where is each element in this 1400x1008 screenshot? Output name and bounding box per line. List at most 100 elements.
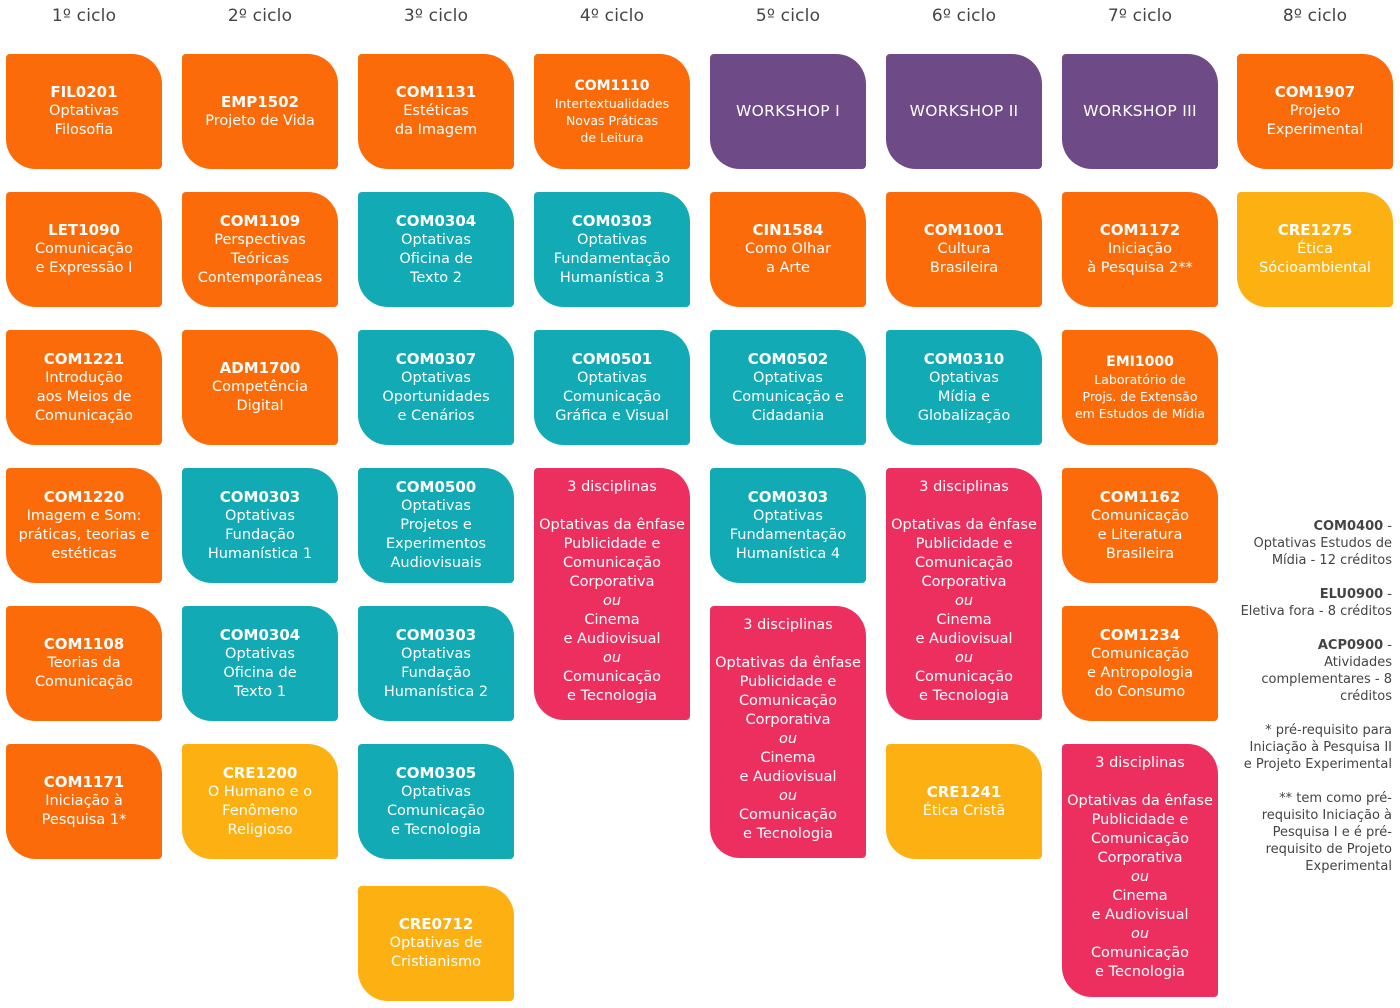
course-title-line: Comunicação e bbox=[732, 388, 844, 405]
course-card[interactable]: COM0502 Optativas Comunicação e Cidadania bbox=[710, 330, 866, 445]
course-title-line: WORKSHOP II bbox=[909, 102, 1019, 120]
course-title-line: Optativas bbox=[49, 103, 119, 119]
course-title-line: Optativas da ênfase bbox=[1067, 793, 1213, 809]
course-card[interactable]: COM1221 Introdução aos Meios de Comunicação bbox=[6, 330, 162, 445]
course-title-line: Corporativa bbox=[1097, 850, 1183, 866]
course-title-line: Optativas bbox=[929, 369, 999, 386]
course-card[interactable]: COM1109 Perspectivas Teóricas Contemporânea… bbox=[182, 192, 338, 307]
elective-group-card[interactable]: 3 disciplinas Optativas da ênfase Publicid… bbox=[710, 606, 866, 858]
course-title-line: Publicidade e bbox=[915, 536, 1013, 552]
legend-note: COM0400 - Optativas Estudos de Mídia - 1… bbox=[1253, 519, 1392, 568]
course-card[interactable]: COM1108 Teorias da Comunicação bbox=[6, 606, 162, 721]
course-card[interactable]: COM1907 Projeto Experimental bbox=[1237, 54, 1393, 169]
course-card[interactable]: CRE1241 Ética Cristã bbox=[886, 744, 1042, 859]
course-card[interactable]: COM0307 Optativas Oportunidades e Cenários bbox=[358, 330, 514, 445]
course-card[interactable]: COM0305 Optativas Comunicação e Tecnologia bbox=[358, 744, 514, 859]
course-title-line: Comunicação bbox=[562, 669, 662, 685]
course-title-line: Como Olhar bbox=[744, 241, 832, 257]
course-card[interactable]: COM0304 Optativas Oficina de Texto 2 bbox=[358, 192, 514, 307]
cycle-column-1: 1º ciclo FIL0201 Optativas Filosofia LET1090… bbox=[6, 0, 162, 1008]
group-heading: 3 disciplinas bbox=[743, 617, 833, 633]
course-title-line: ou bbox=[1130, 869, 1150, 885]
course-card[interactable]: COM1220 Imagem e Som: práticas, teorias e e… bbox=[6, 468, 162, 583]
course-card[interactable]: CRE1275 Ética Sócioambiental bbox=[1237, 192, 1393, 307]
workshop-card[interactable]: WORKSHOP III bbox=[1062, 54, 1218, 169]
course-title-line: Religioso bbox=[227, 821, 293, 838]
course-card[interactable]: CRE1200 O Humano e o Fenômeno Religioso bbox=[182, 744, 338, 859]
course-card[interactable]: COM1162 Comunicação e Literatura Brasileira bbox=[1062, 468, 1218, 583]
course-card[interactable]: FIL0201 Optativas Filosofia bbox=[6, 54, 162, 169]
elective-group-card[interactable]: 3 disciplinas Optativas da ênfase Publicid… bbox=[1062, 744, 1218, 997]
course-title-line: Estéticas bbox=[403, 103, 469, 119]
course-title-line: Comunicação bbox=[34, 241, 134, 257]
workshop-card[interactable]: WORKSHOP I bbox=[710, 54, 866, 169]
course-card[interactable]: COM0303 Optativas Fundamentação Humanística… bbox=[534, 192, 690, 307]
course-card[interactable]: COM1234 Comunicação e Antropologia do Consu… bbox=[1062, 606, 1218, 721]
course-card[interactable]: ADM1700 Competência Digital bbox=[182, 330, 338, 445]
group-heading: 3 disciplinas bbox=[919, 479, 1009, 495]
course-title-line: Humanística 1 bbox=[207, 545, 313, 562]
course-title-line: práticas, teorias e bbox=[18, 526, 150, 543]
course-title-line: do Consumo bbox=[1094, 683, 1186, 700]
course-title-line: Publicidade e bbox=[739, 674, 837, 690]
course-card[interactable]: COM1001 Cultura Brasileira bbox=[886, 192, 1042, 307]
course-card[interactable]: COM0303 Optativas Fundamentação Humanística… bbox=[710, 468, 866, 583]
course-title-line: ou bbox=[778, 731, 798, 747]
course-card[interactable]: COM0501 Optativas Comunicação Gráfica e Vis… bbox=[534, 330, 690, 445]
course-title-line: e Audiovisual bbox=[1091, 907, 1189, 923]
course-title-line: e Expressão I bbox=[35, 260, 133, 276]
cycle-header: 7º ciclo bbox=[1107, 6, 1173, 26]
course-title-line: Optativas bbox=[401, 498, 471, 514]
legend-code: ACP0900 bbox=[1317, 638, 1384, 653]
course-card[interactable]: COM0303 Optativas Fundação Humanística 2 bbox=[358, 606, 514, 721]
course-card[interactable]: EMI1000 Laboratório de Projs. de Extensão e… bbox=[1062, 330, 1218, 445]
legend-text: ** tem como pré-requisito Iniciação à Pe… bbox=[1261, 791, 1392, 874]
course-title-line: em Estudos de Mídia bbox=[1074, 405, 1206, 421]
course-title-line: Comunicação bbox=[34, 674, 134, 690]
course-title-line: e Tecnologia bbox=[919, 688, 1009, 704]
elective-group-card[interactable]: 3 disciplinas Optativas da ênfase Publicid… bbox=[534, 468, 690, 720]
course-title-line: Experimentos bbox=[385, 536, 487, 552]
course-code: COM1001 bbox=[923, 221, 1005, 239]
course-card[interactable]: EMP1502 Projeto de Vida bbox=[182, 54, 338, 169]
course-code: CIN1584 bbox=[752, 221, 824, 239]
workshop-card[interactable]: WORKSHOP II bbox=[886, 54, 1042, 169]
course-card[interactable]: CRE0712 Optativas de Cristianismo bbox=[358, 886, 514, 1001]
course-title-line: Texto 2 bbox=[409, 269, 463, 286]
course-title-line: de Leitura bbox=[580, 129, 644, 145]
course-title-line: Cinema bbox=[1112, 888, 1168, 904]
course-card[interactable]: COM0304 Optativas Oficina de Texto 1 bbox=[182, 606, 338, 721]
course-code: COM1220 bbox=[43, 487, 125, 506]
course-card[interactable]: COM1110 Intertextualidades Novas Práticas d… bbox=[534, 54, 690, 169]
course-title-line: Humanística 2 bbox=[383, 683, 489, 700]
cycle-column-4: 4º ciclo COM1110 Intertextualidades Novas P… bbox=[534, 0, 690, 1008]
course-title-line: Comunicação bbox=[1090, 945, 1190, 961]
course-title-line: Optativas bbox=[577, 231, 647, 248]
course-title-line: Optativas da ênfase bbox=[891, 517, 1037, 533]
legend-text: * pré-requisito para Iniciação à Pesquis… bbox=[1243, 723, 1392, 772]
course-title-line: e Audiovisual bbox=[563, 631, 661, 647]
legend-note: ACP0900 - Atividades complementares - 8 … bbox=[1261, 638, 1392, 704]
course-card[interactable]: COM1131 Estéticas da Imagem bbox=[358, 54, 514, 169]
course-title-line: ou bbox=[602, 650, 622, 666]
group-heading: 3 disciplinas bbox=[567, 479, 657, 495]
course-title-line: Comunicação bbox=[562, 388, 662, 405]
course-title-line: Projeto de Vida bbox=[205, 112, 315, 129]
elective-group-card[interactable]: 3 disciplinas Optativas da ênfase Publicid… bbox=[886, 468, 1042, 720]
course-card[interactable]: COM0500 Optativas Projetos e Experimentos Au… bbox=[358, 468, 514, 583]
course-card[interactable]: COM1172 Iniciação à Pesquisa 2** bbox=[1062, 192, 1218, 307]
course-card[interactable]: LET1090 Comunicação e Expressão I bbox=[6, 192, 162, 307]
course-card[interactable]: COM1171 Iniciação à Pesquisa 1* bbox=[6, 744, 162, 859]
cycle-column-7: 7º ciclo WORKSHOP III COM1172 Iniciação à Pe… bbox=[1062, 0, 1218, 1008]
course-title-line: Humanística 3 bbox=[559, 269, 665, 286]
course-code: COM1109 bbox=[219, 211, 301, 230]
course-title-line: da Imagem bbox=[394, 122, 478, 138]
cycle-column-3: 3º ciclo COM1131 Estéticas da Imagem COM0304… bbox=[358, 0, 514, 1008]
course-title-line: Audiovisuais bbox=[390, 555, 482, 571]
course-title-line: Fundação bbox=[401, 664, 471, 681]
course-card[interactable]: CIN1584 Como Olhar a Arte bbox=[710, 192, 866, 307]
course-card[interactable]: COM0303 Optativas Fundação Humanística 1 bbox=[182, 468, 338, 583]
course-title-line: Humanística 4 bbox=[735, 545, 841, 562]
course-code: COM1171 bbox=[43, 773, 125, 791]
course-card[interactable]: COM0310 Optativas Mídia e Globalização bbox=[886, 330, 1042, 445]
